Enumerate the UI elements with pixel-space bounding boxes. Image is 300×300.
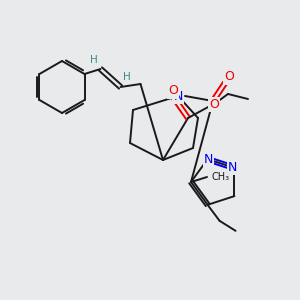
Text: O: O [168, 85, 178, 98]
Text: O: O [224, 70, 234, 83]
Text: H: H [123, 72, 130, 82]
Text: N: N [173, 89, 183, 103]
Text: N: N [204, 153, 213, 166]
Text: H: H [90, 55, 98, 65]
Text: CH₃: CH₃ [211, 172, 229, 182]
Text: H: H [223, 173, 230, 183]
Text: O: O [209, 98, 219, 110]
Text: N: N [228, 161, 237, 174]
